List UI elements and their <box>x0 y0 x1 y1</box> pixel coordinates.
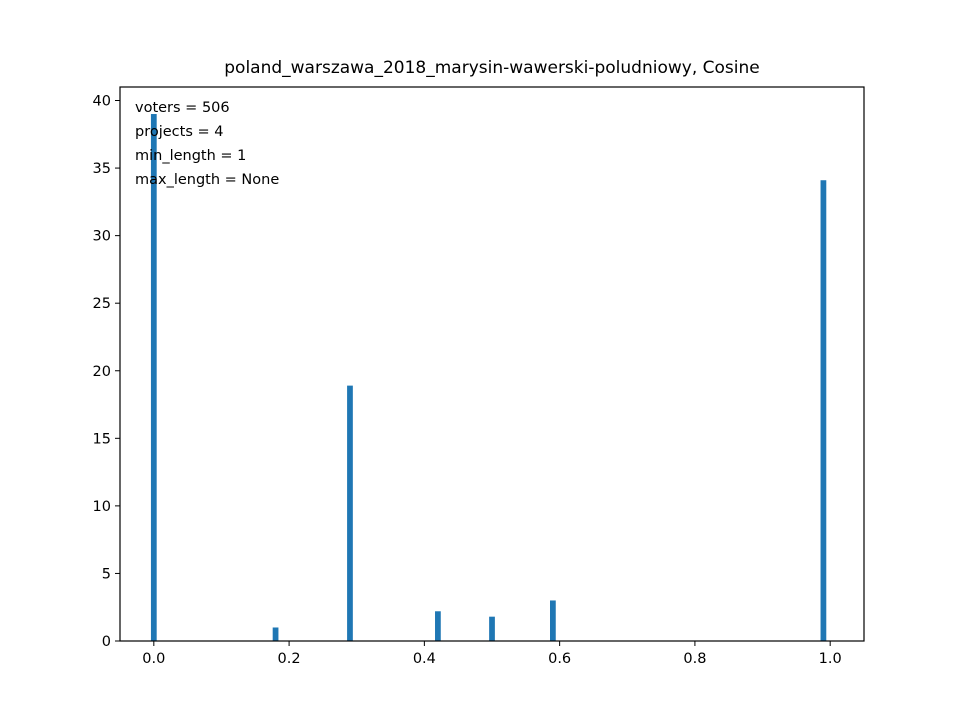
y-tick-label: 15 <box>93 431 111 447</box>
histogram-bar <box>489 616 495 641</box>
y-tick-label: 0 <box>102 634 111 650</box>
annotation-max-length: max_length = None <box>135 172 279 188</box>
histogram-bar <box>150 114 157 641</box>
y-tick-label: 35 <box>93 161 111 177</box>
y-tick-label: 10 <box>93 499 111 515</box>
y-axis-ticks: 0 5 10 15 20 25 30 35 40 <box>93 94 120 650</box>
annotation-min-length: min_length = 1 <box>135 148 246 164</box>
x-tick-label: 1.0 <box>819 651 842 667</box>
histogram-bar <box>435 611 441 641</box>
x-axis-ticks: 0.0 0.2 0.4 0.6 0.8 1.0 <box>142 641 842 667</box>
x-tick-label: 0.2 <box>278 651 301 667</box>
chart-title: poland_warszawa_2018_marysin-wawerski-po… <box>224 58 759 78</box>
histogram-bar <box>550 600 556 641</box>
histogram-bar <box>272 627 279 641</box>
histogram-bar <box>820 180 827 642</box>
y-tick-label: 5 <box>102 566 111 582</box>
y-tick-label: 20 <box>93 364 111 380</box>
histogram-bar <box>347 385 353 641</box>
y-tick-label: 25 <box>93 296 111 312</box>
bars-group <box>150 114 827 642</box>
x-tick-label: 0.8 <box>683 651 706 667</box>
y-tick-label: 30 <box>93 229 111 245</box>
x-tick-label: 0.4 <box>413 651 436 667</box>
x-tick-label: 0.6 <box>548 651 571 667</box>
annotation-projects: projects = 4 <box>135 124 223 140</box>
x-tick-label: 0.0 <box>142 651 165 667</box>
annotation-voters: voters = 506 <box>135 100 230 116</box>
y-tick-label: 40 <box>93 94 111 110</box>
stats-annotation: voters = 506 projects = 4 min_length = 1… <box>135 100 279 188</box>
plot-area-frame <box>119 86 865 642</box>
